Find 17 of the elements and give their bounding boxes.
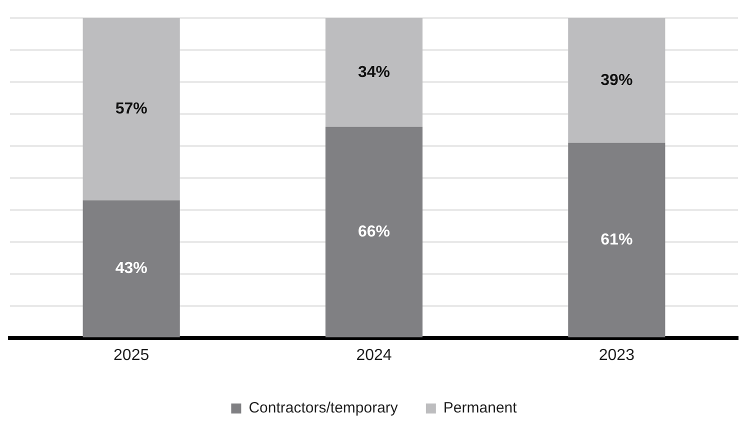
data-label: 57% bbox=[115, 100, 148, 118]
x-tick-label: 2023 bbox=[598, 346, 635, 364]
bar bbox=[325, 18, 423, 127]
legend-label: Permanent bbox=[443, 400, 518, 417]
legend-label: Contractors/temporary bbox=[248, 400, 398, 417]
data-label: 66% bbox=[358, 223, 390, 240]
x-tick-label: 2024 bbox=[356, 346, 392, 364]
x-tick-label: 2025 bbox=[114, 346, 150, 364]
bar bbox=[325, 126, 423, 338]
bar bbox=[82, 18, 180, 200]
data-label: 34% bbox=[358, 64, 390, 81]
bar bbox=[82, 200, 180, 338]
data-label: 61% bbox=[600, 231, 633, 248]
bar bbox=[568, 142, 666, 338]
data-label: 39% bbox=[600, 72, 633, 89]
data-label: 43% bbox=[115, 260, 148, 278]
bar bbox=[568, 18, 666, 143]
